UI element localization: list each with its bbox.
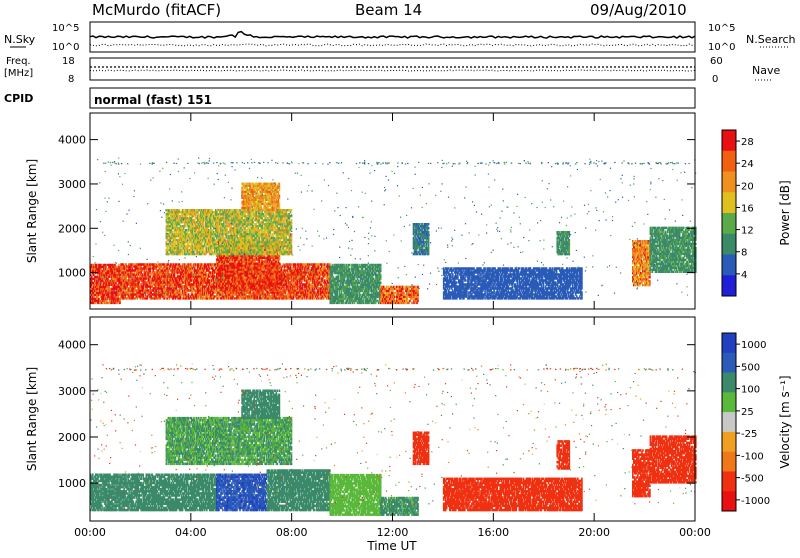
noise-right-tick-top: 10^5: [708, 23, 735, 34]
noise-left-tick-bottom: 10^0: [52, 42, 79, 53]
cpid-value: normal (fast) 151: [94, 93, 212, 107]
freq-unit-label: [MHz]: [4, 68, 33, 79]
nsearch-trace: [90, 44, 695, 46]
freq-left-tick-top: 18: [62, 56, 75, 67]
station-title: McMurdo (fitACF): [92, 1, 221, 19]
data-cell: [279, 262, 281, 264]
data-cell: [195, 263, 197, 265]
freq-right-tick-bottom: 0: [712, 74, 718, 85]
nsearch-label: N.Search: [746, 33, 796, 46]
freq-right-tick-top: 60: [710, 56, 723, 67]
data-cell: [223, 288, 225, 290]
data-cell: [295, 263, 297, 265]
data-cell: [324, 263, 326, 265]
noise-left-tick-top: 10^5: [52, 23, 79, 34]
noise-right-tick-bottom: 10^0: [708, 42, 735, 53]
nave-trace: [90, 70, 695, 71]
data-cells: [90, 183, 697, 305]
freq-strip-frame: [90, 58, 695, 80]
freq-label: Freq.: [6, 56, 31, 67]
nsky-label: N.Sky: [4, 33, 36, 46]
nsky-trace: [90, 32, 695, 38]
freq-left-tick-bottom: 8: [68, 74, 74, 85]
data-cell: [276, 288, 278, 290]
data-cell: [291, 263, 293, 265]
data-cell: [309, 263, 311, 265]
data-cell: [329, 263, 331, 265]
nave-label: Nave: [752, 64, 780, 77]
data-cell: [188, 293, 190, 295]
date-title: 09/Aug/2010: [590, 1, 687, 19]
beam-title: Beam 14: [355, 1, 422, 19]
data-cell: [191, 263, 193, 265]
cpid-label: CPID: [4, 92, 33, 105]
data-cell: [279, 282, 281, 284]
data-cell: [118, 264, 120, 266]
